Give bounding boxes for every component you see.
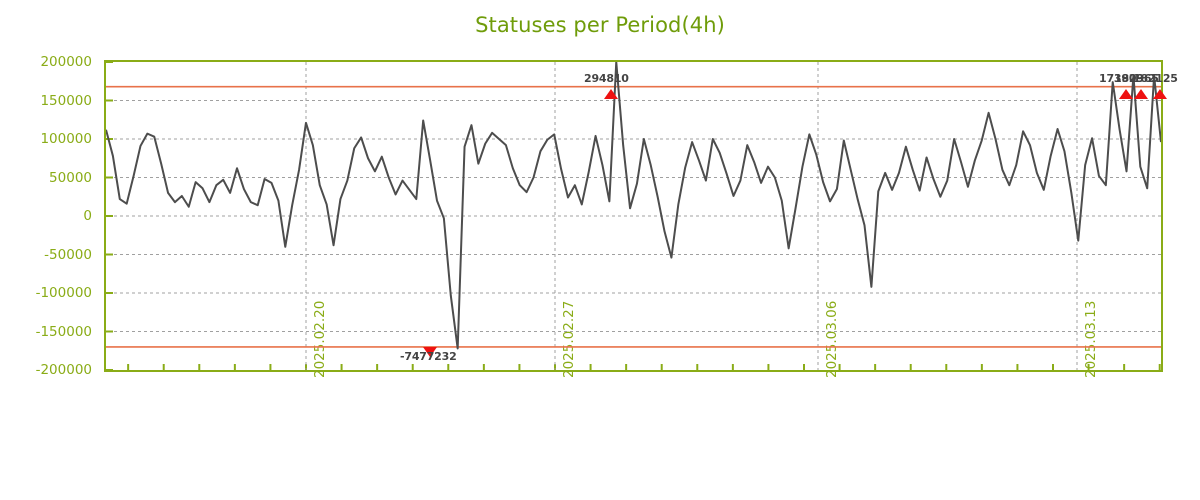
y-tick-label: -200000: [35, 362, 92, 378]
plot-svg: [106, 62, 1161, 370]
y-tick-label: 0: [83, 208, 92, 224]
annotation-marker-trough[interactable]: [423, 347, 437, 357]
y-tick-label: 150000: [40, 92, 92, 109]
annotation-label: 182125: [1133, 72, 1178, 85]
annotation-marker-peak[interactable]: [604, 89, 618, 99]
annotation-marker-peak[interactable]: [1134, 89, 1148, 99]
chart-title: Statuses per Period(4h): [475, 13, 725, 37]
annotation-label: 294810: [584, 72, 629, 85]
y-tick-label: 200000: [40, 54, 92, 70]
annotation-label: 173909: [1099, 72, 1144, 85]
y-tick-label: -100000: [35, 285, 92, 301]
annotation-label: 182365: [1114, 72, 1159, 85]
annotation-label: -7477232: [400, 350, 457, 363]
y-tick-label: 50000: [49, 169, 92, 186]
plot-area: [104, 60, 1163, 372]
y-tick-label: -150000: [35, 323, 92, 340]
annotation-marker-peak[interactable]: [1153, 89, 1167, 99]
y-tick-label: -50000: [44, 246, 92, 263]
y-tick-label: 100000: [40, 131, 92, 147]
annotation-marker-peak[interactable]: [1119, 89, 1133, 99]
series-line-0: [106, 62, 1161, 350]
